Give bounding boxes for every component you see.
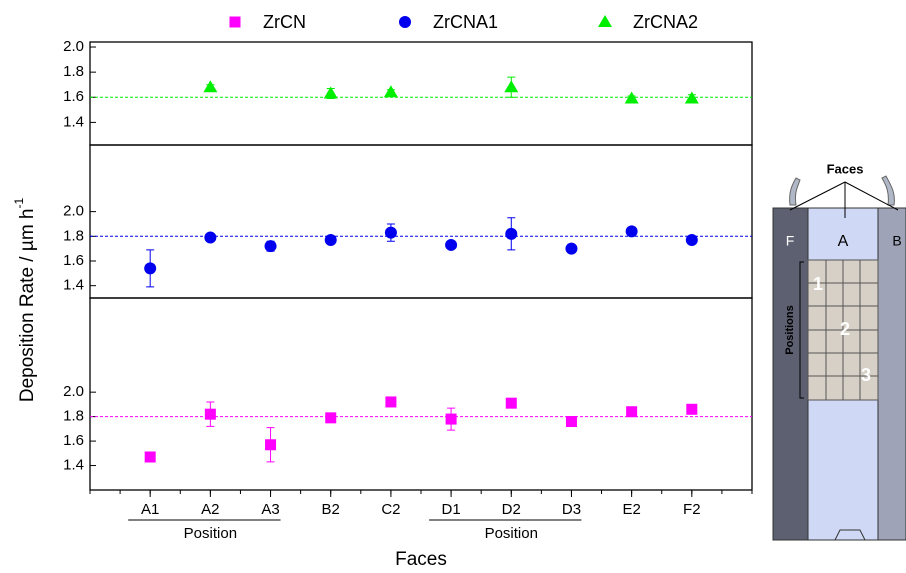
- face-label: A: [838, 233, 849, 250]
- marker: [383, 85, 398, 98]
- x-tick-label: E2: [622, 501, 640, 518]
- y-axis-label: Deposition Rate / µm h-1: [12, 198, 38, 403]
- y-tick-label: 1.4: [63, 277, 84, 294]
- marker: [204, 408, 216, 420]
- marker: [505, 227, 518, 240]
- marker: [384, 226, 397, 239]
- y-tick-label: 2.0: [63, 38, 84, 55]
- y-tick-label: 1.4: [63, 457, 84, 474]
- marker: [685, 234, 698, 247]
- y-tick-label: 1.6: [63, 252, 84, 269]
- y-tick-label: 1.8: [63, 63, 84, 80]
- face-b: [877, 207, 906, 541]
- marker: [565, 242, 578, 255]
- legend-label: ZrCNA2: [633, 12, 698, 32]
- x-tick-label: B2: [322, 501, 340, 518]
- x-tick-label: A2: [201, 501, 219, 518]
- panel-frame: [89, 41, 753, 146]
- marker: [323, 86, 338, 99]
- x-tick-label: D3: [562, 501, 581, 518]
- marker: [399, 16, 411, 28]
- x-tick-label: A3: [261, 501, 279, 518]
- y-tick-label: 1.6: [63, 432, 84, 449]
- marker: [264, 240, 277, 253]
- panel-frame: [89, 297, 753, 491]
- diagram-title: Faces: [827, 161, 864, 176]
- x-tick-label: F2: [683, 501, 701, 518]
- marker: [565, 416, 577, 428]
- marker: [445, 413, 457, 425]
- legend-label: ZrCNA1: [433, 12, 498, 32]
- y-tick-label: 1.6: [63, 88, 84, 105]
- group-label: Position: [485, 525, 538, 542]
- diagram: Faces F A B Positions 1 2 3: [772, 161, 906, 541]
- x-tick-label: D2: [502, 501, 521, 518]
- y-tick-label: 1.4: [63, 113, 84, 130]
- y-tick-label: 1.8: [63, 227, 84, 244]
- marker: [324, 234, 337, 247]
- marker: [385, 396, 397, 408]
- y-tick-label: 2.0: [63, 203, 84, 220]
- y-label-sup: -1: [12, 198, 26, 209]
- x-axis-label: Faces: [395, 549, 447, 568]
- bracket: [799, 261, 804, 399]
- face-f: [772, 207, 809, 541]
- marker: [204, 231, 217, 244]
- position-label: 3: [861, 365, 871, 385]
- face-label: B: [892, 233, 901, 249]
- y-label-text: Deposition Rate / µm h: [17, 209, 38, 403]
- position-label: 1: [813, 274, 823, 294]
- x-tick-label: C2: [381, 501, 400, 518]
- marker: [686, 403, 698, 415]
- position-label: 2: [840, 319, 850, 339]
- marker: [626, 406, 638, 418]
- x-tick-label: D1: [441, 501, 460, 518]
- marker: [144, 262, 157, 275]
- arrows: [789, 181, 899, 218]
- face-label: F: [786, 233, 795, 249]
- group-label: Position: [184, 525, 237, 542]
- tube: [881, 175, 895, 206]
- y-tick-label: 2.0: [63, 383, 84, 400]
- x-tick-label: A1: [141, 501, 159, 518]
- marker: [265, 439, 277, 451]
- marker: [325, 412, 337, 424]
- marker: [684, 91, 699, 104]
- grid-lines: [808, 260, 878, 400]
- marker: [625, 225, 638, 238]
- y-tick-label: 1.8: [63, 408, 84, 425]
- tube: [789, 177, 801, 206]
- marker: [624, 91, 639, 104]
- legend-label: ZrCN: [263, 12, 306, 32]
- marker: [598, 15, 612, 27]
- marker: [504, 80, 519, 93]
- marker: [144, 451, 156, 463]
- marker: [445, 238, 458, 251]
- notch: [808, 529, 878, 541]
- marker: [505, 397, 517, 409]
- positions-label: Positions: [784, 305, 796, 355]
- marker: [203, 80, 218, 93]
- marker: [229, 16, 241, 28]
- panel-frame: [89, 144, 753, 299]
